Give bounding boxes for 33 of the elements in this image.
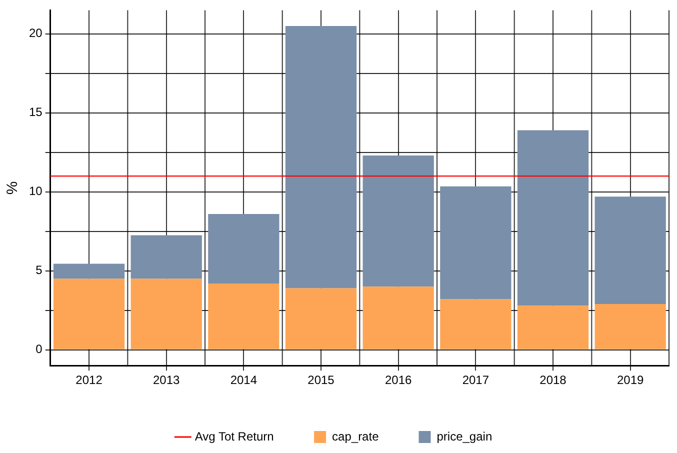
x-tick-label: 2018 [540, 373, 567, 388]
y-tick-label: 5 [36, 263, 43, 278]
bar [594, 304, 666, 350]
bar [440, 299, 512, 350]
bar [208, 283, 280, 350]
y-axis-title: % [4, 181, 22, 195]
bar [285, 288, 357, 350]
x-tick-label: 2017 [462, 373, 490, 388]
bar [362, 156, 434, 287]
bar [130, 235, 202, 279]
x-tick-label: 2014 [230, 373, 258, 388]
legend-label: price_gain [436, 429, 492, 444]
y-tick-label: 0 [36, 342, 43, 356]
x-tick-label: 2013 [152, 373, 180, 388]
bar [517, 306, 589, 350]
legend-label: Avg Tot Return [194, 429, 274, 444]
bar [53, 264, 125, 279]
bar [130, 278, 202, 350]
y-tick-label: 15 [28, 105, 43, 120]
bar [208, 214, 280, 284]
x-tick-label: 2016 [384, 373, 412, 388]
y-tick-label: 10 [28, 184, 43, 198]
legend-label: cap_rate [332, 429, 380, 444]
bar [440, 186, 512, 300]
x-tick-label: 2012 [76, 373, 103, 388]
bar [53, 278, 125, 350]
bar [517, 130, 589, 306]
bar [594, 196, 666, 304]
bar [285, 26, 357, 288]
bar [362, 286, 434, 350]
x-tick-label: 2019 [616, 373, 644, 388]
y-tick-label: 20 [28, 26, 43, 40]
x-tick-label: 2015 [308, 373, 335, 388]
